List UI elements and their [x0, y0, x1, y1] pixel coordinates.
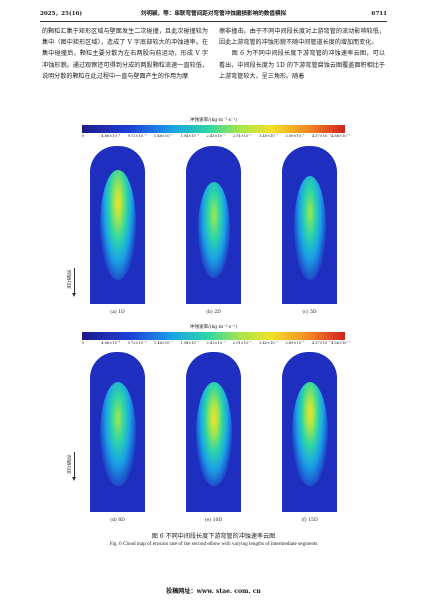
flow-arrow-top: [72, 268, 76, 297]
panel-label-2d: (b) 2D: [206, 310, 221, 315]
colorbar-tick-label: 4.86×10⁻⁷: [331, 134, 350, 138]
colorbar-tick-label: 4.86×10⁻⁷: [331, 341, 350, 345]
body-line: 擦非撞击。由于不同中间段长度对上游弯管的流动影响较低，因此上游弯管的冲蚀形貌不随…: [219, 28, 385, 47]
colorbar-tick-label: 1.46×10⁻⁷: [153, 341, 173, 345]
colorbar-tick-label: 4.86×10⁻⁸: [101, 134, 121, 138]
colorbar-gradient: [82, 125, 345, 133]
colorbar-tick-label: 3.40×10⁻⁷: [259, 341, 279, 345]
flow-direction-label-top: 流动方向: [66, 270, 71, 289]
colorbar-tick-label: 1.94×10⁻⁷: [180, 341, 200, 345]
colorbar-top: 冲蚀速率/(kg·m⁻²·s⁻¹) 0 4.86×10⁻⁸ 9.72×10⁻⁸ 1.4…: [82, 117, 350, 141]
colorbar-tick-label: 3.40×10⁻⁷: [259, 134, 279, 138]
flow-arrow-bottom: [72, 452, 76, 481]
panel-label-10d: (e) 10D: [204, 518, 223, 523]
colorbar-tick-label: 3.89×10⁻⁷: [285, 341, 305, 345]
figure-caption-en: Fig. 6 Cloud map of erosion rate of the …: [109, 541, 318, 547]
colorbar-tick-label: 1.46×10⁻⁷: [153, 134, 173, 138]
body-column-right: 擦非撞击。由于不同中间段长度对上游弯管的流动影响较低，因此上游弯管的冲蚀形貌不随…: [219, 26, 385, 82]
colorbar-tick-label: 4.86×10⁻⁸: [101, 341, 121, 345]
body-paragraph-right: 擦非撞击。由于不同中间段长度对上游弯管的流动影响较低，因此上游弯管的冲蚀形貌不随…: [219, 26, 385, 82]
panel-1d: [90, 146, 145, 304]
panel-row-bottom: (d) 8D (e) 10D (f) 15D: [82, 352, 345, 528]
colorbar-bottom: 冲蚀速率/(kg·m⁻²·s⁻¹) 0 4.86×10⁻⁸ 9.72×10⁻⁸ 1.4…: [82, 324, 350, 348]
panel-15d: [282, 352, 337, 512]
colorbar-gradient: [82, 332, 345, 340]
body-paragraph-left: 的颗粒汇集于矩形区域与壁面发生二次碰撞，且此次碰撞较为集中（图中矩形区域），造成…: [42, 28, 208, 80]
colorbar-tick-label: 2.91×10⁻⁷: [232, 341, 252, 345]
colorbar-ticks: 0 4.86×10⁻⁸ 9.72×10⁻⁸ 1.46×10⁻⁷ 1.94×10⁻⁷ 2.4…: [82, 340, 350, 348]
panel-label-8d: (d) 8D: [110, 518, 125, 523]
colorbar-tick-label: 2.91×10⁻⁷: [232, 134, 252, 138]
flow-direction-label-bottom: 流动方向: [66, 455, 71, 474]
panel-8d: [90, 352, 145, 512]
colorbar-tick-label: 2.43×10⁻⁷: [206, 134, 226, 138]
body-line: 图 6 为不同中间段长度下游弯管的冲蚀速率云图，可以看出，中间段长度为 1D 的…: [219, 50, 385, 80]
colorbar-tick-label: 9.72×10⁻⁸: [127, 134, 147, 138]
panel-label-5d: (c) 5D: [302, 310, 317, 315]
footer-url: 投稿网址：www. stae. com. cn: [166, 588, 261, 595]
panel-2d: [186, 146, 241, 304]
header-issue: 2025，25(16): [40, 11, 83, 17]
colorbar-tick-label: 2.43×10⁻⁷: [206, 341, 226, 345]
panel-label-15d: (f) 15D: [301, 518, 318, 523]
colorbar-tick-label: 9.72×10⁻⁸: [127, 341, 147, 345]
colorbar-tick-label: 3.89×10⁻⁷: [285, 134, 305, 138]
colorbar-tick-label: 4.37×10⁻⁷: [311, 134, 331, 138]
header-title: 刘明颖，等：串联弯管间距对弯管冲蚀磨损影响的数值模拟: [140, 11, 287, 17]
body-column-left: 的颗粒汇集于矩形区域与壁面发生二次碰撞，且此次碰撞较为集中（图中矩形区域），造成…: [42, 26, 208, 82]
colorbar-ticks: 0 4.86×10⁻⁸ 9.72×10⁻⁸ 1.46×10⁻⁷ 1.94×10⁻⁷ 2.4…: [82, 133, 350, 141]
panel-10d: [186, 352, 241, 512]
colorbar-tick-label: 1.94×10⁻⁷: [180, 134, 200, 138]
colorbar-title: 冲蚀速率/(kg·m⁻²·s⁻¹): [189, 118, 238, 123]
colorbar-tick-label: 0: [82, 134, 85, 138]
panel-label-1d: (a) 1D: [110, 310, 125, 315]
colorbar-title: 冲蚀速率/(kg·m⁻²·s⁻¹): [189, 325, 238, 330]
colorbar-tick-label: 0: [82, 341, 85, 345]
header-page-number: 6711: [371, 11, 387, 17]
running-header: 2025，25(16) 刘明颖，等：串联弯管间距对弯管冲蚀磨损影响的数值模拟 6…: [40, 7, 387, 22]
figure-caption-cn: 图 6 不同中间段长度下游弯管的冲蚀速率云图: [151, 533, 276, 540]
colorbar-tick-label: 4.37×10⁻⁷: [311, 341, 331, 345]
panel-5d: [282, 146, 337, 304]
panel-row-top: (a) 1D (b) 2D (c) 5D: [82, 146, 345, 322]
